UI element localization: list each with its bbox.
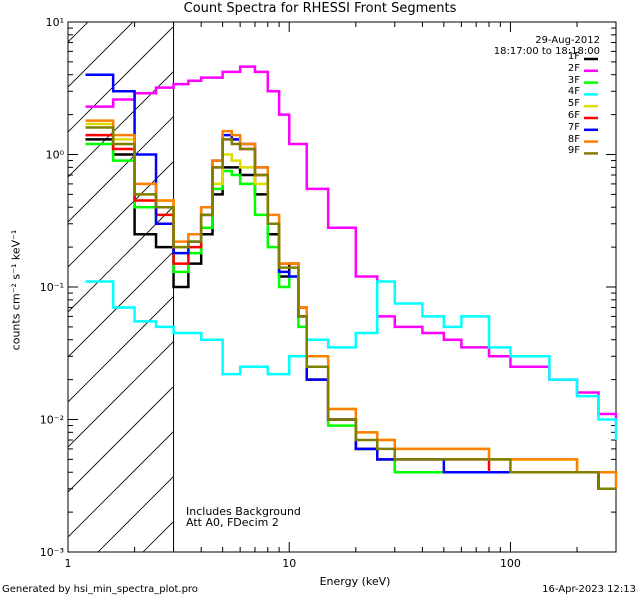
x-tick-label: 1 xyxy=(65,557,72,570)
legend-label-9f: 9F xyxy=(567,145,580,157)
series-5f-line xyxy=(85,122,616,491)
legend-label-4f: 4F xyxy=(567,86,580,98)
footer-timestamp: 16-Apr-2023 12:13 xyxy=(542,584,636,595)
x-tick-label: 10 xyxy=(282,557,296,570)
series-9f-line xyxy=(85,126,616,491)
x-axis-label: Energy (keV) xyxy=(319,575,391,588)
legend-label-7f: 7F xyxy=(567,121,580,133)
legend-label-3f: 3F xyxy=(567,74,580,86)
legend-time-range: 18:17:00 to 18:18:00 xyxy=(493,46,600,57)
y-tick-label: 10⁻¹ xyxy=(40,281,64,294)
annotation-attenuator: Att A0, FDecim 2 xyxy=(186,516,279,529)
legend-date: 29-Aug-2012 xyxy=(535,35,600,46)
x-tick-label: 100 xyxy=(500,557,521,570)
series-4f-line xyxy=(85,280,618,441)
footer-generated-by: Generated by hsi_min_spectra_plot.pro xyxy=(2,584,198,595)
y-tick-label: 10⁻² xyxy=(40,414,64,427)
series-1f-line xyxy=(85,138,616,491)
legend-label-8f: 8F xyxy=(567,133,580,145)
legend-label-6f: 6F xyxy=(567,110,580,121)
annotation-background: Includes Background xyxy=(186,505,301,518)
legend-label-5f: 5F xyxy=(567,98,580,110)
series-3f-line xyxy=(85,142,616,491)
series-2f-line xyxy=(85,65,618,426)
y-tick-label: 10⁰ xyxy=(46,149,65,162)
y-tick-label: 10¹ xyxy=(46,16,64,29)
series-6f-line xyxy=(85,133,616,491)
y-tick-label: 10⁻³ xyxy=(40,546,64,559)
chart-title: Count Spectra for RHESSI Front Segments xyxy=(183,1,457,16)
y-axis-label: counts cm⁻² s⁻¹ keV⁻¹ xyxy=(9,229,23,351)
legend-label-2f: 2F xyxy=(567,62,580,74)
legend-label-1f: 1F xyxy=(567,51,580,62)
